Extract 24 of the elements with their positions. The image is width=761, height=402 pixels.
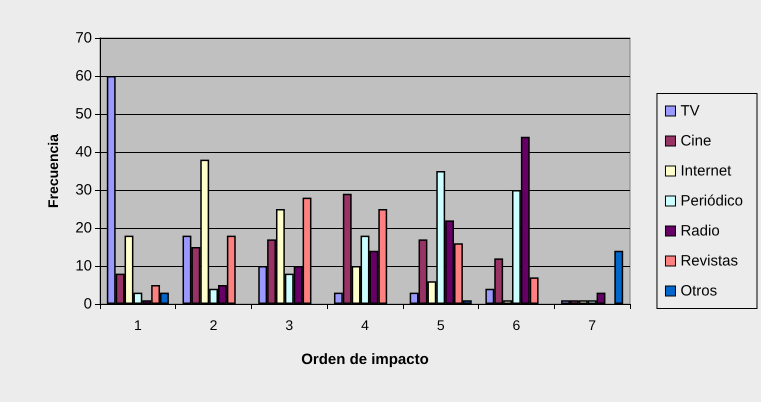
legend-label: Internet bbox=[680, 162, 732, 180]
x-tick-label: 1 bbox=[134, 317, 142, 333]
x-tick-label: 5 bbox=[436, 317, 445, 333]
y-axis-title: Frecuencia bbox=[45, 134, 61, 208]
x-axis-title: Orden de impacto bbox=[301, 351, 429, 368]
legend-label: Cine bbox=[680, 132, 712, 150]
y-tick-label: 10 bbox=[75, 258, 92, 274]
y-tick-label: 0 bbox=[84, 296, 92, 312]
x-tick-label: 6 bbox=[512, 317, 521, 333]
x-tick-label: 4 bbox=[361, 317, 370, 333]
y-tick-label: 70 bbox=[75, 30, 92, 46]
legend-label: TV bbox=[680, 102, 700, 120]
y-tick-label: 30 bbox=[75, 182, 92, 198]
y-tick-label: 50 bbox=[75, 106, 92, 122]
y-tick-label: 60 bbox=[75, 68, 92, 84]
y-tick-label: 20 bbox=[75, 220, 92, 236]
y-tick-label: 40 bbox=[75, 144, 92, 160]
legend-label: Otros bbox=[680, 282, 718, 300]
legend-label: Radio bbox=[680, 222, 720, 240]
x-tick-label: 2 bbox=[210, 317, 218, 333]
legend-label: Periódico bbox=[680, 192, 744, 210]
x-tick-label: 3 bbox=[285, 317, 294, 333]
x-tick-label: 7 bbox=[588, 317, 596, 333]
legend-label: Revistas bbox=[680, 252, 738, 270]
